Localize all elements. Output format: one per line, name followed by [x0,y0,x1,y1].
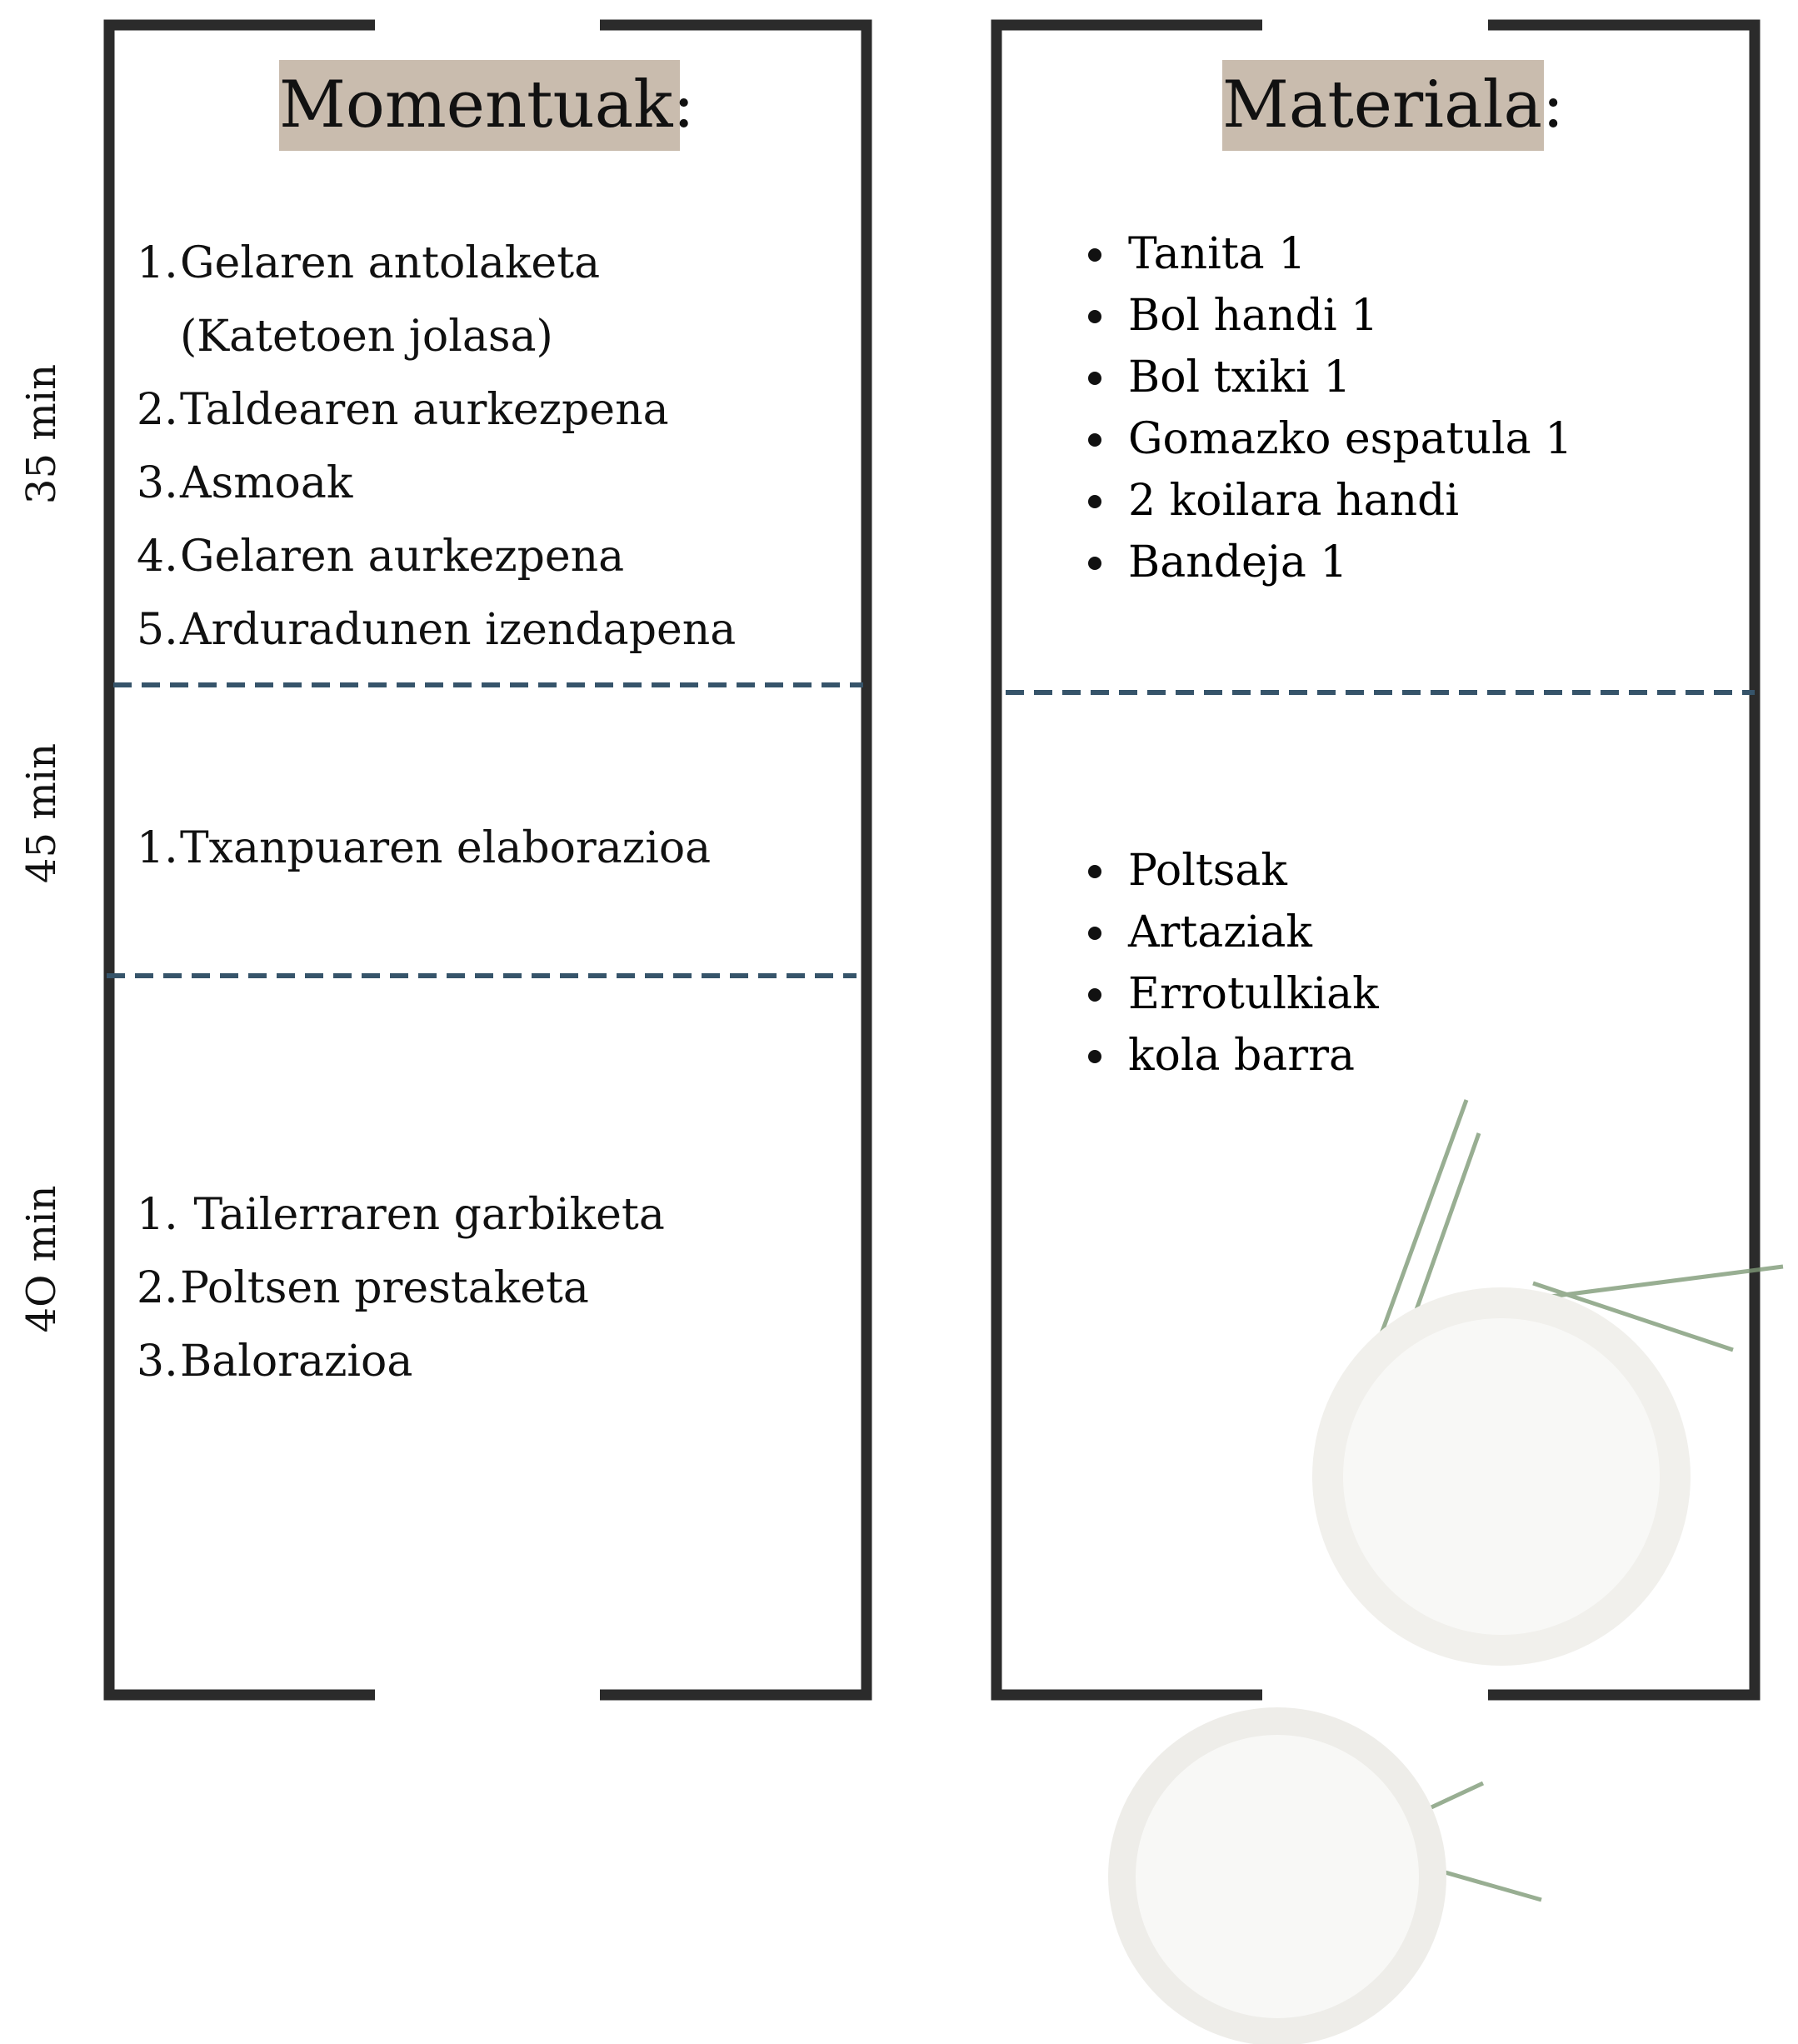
item-number: 3. [137,458,178,508]
item-text: Gelaren antolaketa (Katetoen jolasa) [180,238,614,362]
item-number: 1. [137,238,178,288]
material-item: Poltsak [1128,846,1287,896]
title: Momentuak: [279,60,695,151]
item-number: 1. [137,1190,178,1240]
item-number: 1. [137,823,178,873]
bullet [1088,495,1101,508]
material-item: Bandeja 1 [1128,537,1348,587]
item-text: Poltsen prestaketa [180,1263,589,1313]
item-text: Taldearen aurkezpena [180,385,669,435]
material-item: Gomazko espatula 1 [1128,414,1573,464]
bullet [1088,927,1101,940]
item-number: 2. [137,1263,178,1313]
bullet [1088,1050,1101,1063]
time-label: 35 min [18,363,65,505]
time-label: 4O min [18,1185,65,1333]
material-item: Tanita 1 [1128,229,1306,279]
bullet [1088,372,1101,385]
item-number: 3. [137,1337,178,1387]
item-text: Tailerraren garbiketa [180,1190,665,1240]
item-text: Asmoak [180,458,353,508]
item-number: 5. [137,605,178,655]
bullet [1088,557,1101,570]
title: Materiala: [1222,60,1564,151]
item-text: Txanpuaren elaborazioa [180,823,712,873]
item-text: Gelaren aurkezpena [180,532,625,582]
item-number: 2. [137,385,178,435]
material-item: Bol handi 1 [1128,291,1379,341]
item-number: 4. [137,532,178,582]
cream-image [1108,1099,1784,2044]
bullet [1088,310,1101,323]
material-item: Artaziak [1128,907,1312,957]
material-item: kola barra [1128,1031,1355,1081]
bullet [1088,988,1101,1002]
item-text: Arduradunen izendapena [180,605,737,655]
bullet [1088,248,1101,262]
item-text: Balorazioa [180,1337,413,1387]
time-label: 45 min [18,742,65,884]
bullet [1088,433,1101,447]
material-item: 2 koilara handi [1128,476,1459,526]
bullet [1088,865,1101,878]
material-item: Errotulkiak [1128,969,1379,1019]
material-item: Bol txiki 1 [1128,352,1351,402]
